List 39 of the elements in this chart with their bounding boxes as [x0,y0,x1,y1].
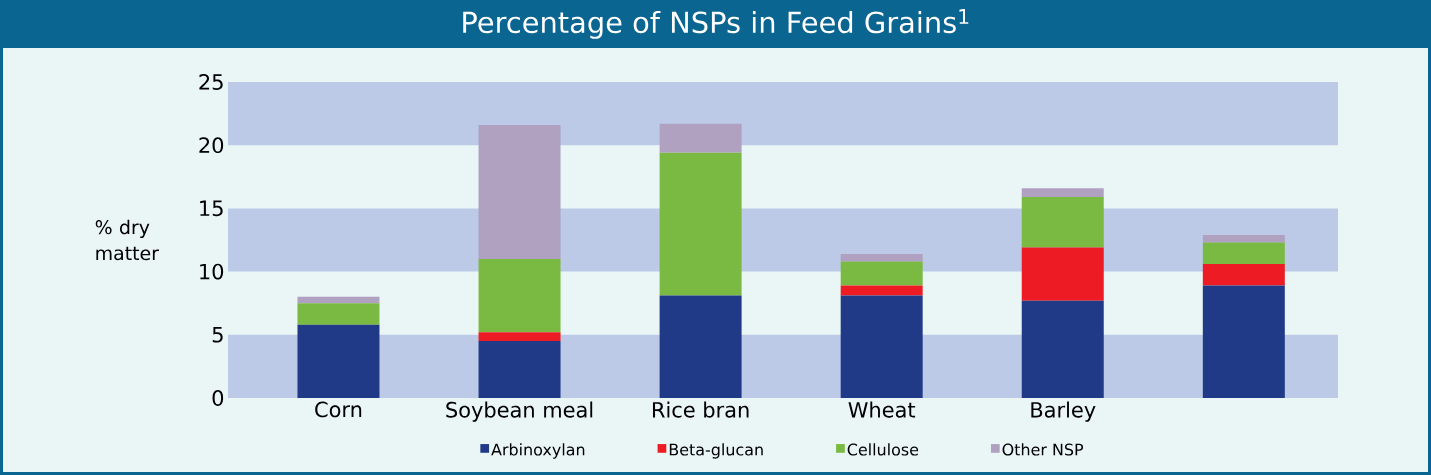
x-tick-label: Corn [315,401,362,418]
bar [659,123,742,153]
bar [478,332,561,342]
y-tick-label: 10 [200,263,224,280]
legend-label: Beta-glucan [669,443,763,459]
bar [840,253,923,262]
y-tick-label: 0 [212,390,224,406]
bar [478,124,561,259]
y-tick-label: 25 [199,74,223,90]
bar [1021,300,1104,398]
y-tick-label: 5 [212,327,223,343]
bar [297,324,380,398]
legend-label: Arbinoxylan [491,443,585,459]
y-tick-label: 20 [199,137,224,154]
legend-label: Cellulose [847,443,919,456]
bar [478,341,561,398]
bar [659,152,742,296]
bar [840,261,923,286]
y-tick-label: 15 [200,200,223,217]
bar [1021,197,1104,248]
x-tick-label: Wheat [848,401,916,418]
bar [840,285,923,296]
bar [659,295,742,398]
bar [1202,264,1285,286]
bar [840,295,923,398]
bar [478,258,561,333]
chart-title: Percentage of NSPs in Feed Grains$^{1}$ [463,9,969,39]
x-tick-label: Rice bran [652,401,749,418]
bar [297,296,380,304]
bar [1202,285,1285,398]
bar [1202,234,1285,243]
bar [1021,247,1104,301]
x-tick-label: Barley [1031,401,1096,422]
bar [1202,242,1285,264]
bar [1021,188,1104,198]
y-axis-title: % dry matter [95,219,159,261]
legend-label: Other NSP [1002,443,1084,456]
bar [297,303,380,325]
x-tick-label: Soybean meal [446,401,593,422]
